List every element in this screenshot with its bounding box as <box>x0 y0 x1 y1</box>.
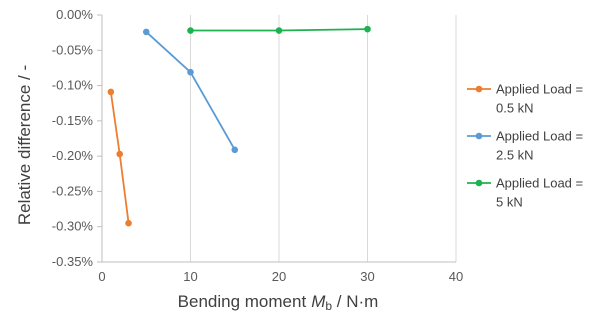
x-tick-labels: 0 10 20 30 40 <box>98 269 463 284</box>
legend-label-line: 5 kN <box>496 195 523 210</box>
x-tick-label: 20 <box>272 269 286 284</box>
data-point <box>125 219 132 227</box>
legend-label-line: Applied Load = <box>496 176 583 191</box>
y-tick-label: -0.35% <box>52 254 94 269</box>
legend-swatch-marker <box>475 179 483 187</box>
legend-item-3: Applied Load = 5 kN <box>467 176 583 210</box>
data-point <box>187 68 194 76</box>
series-2 <box>142 28 239 154</box>
legend-item-2: Applied Load = 2.5 kN <box>467 129 583 163</box>
series-group <box>107 25 371 227</box>
legend-label: Applied Load = 0.5 kN <box>496 82 583 116</box>
series-1 <box>107 88 132 227</box>
axes <box>97 14 456 263</box>
grid-lines <box>190 15 457 262</box>
legend-label-line: 2.5 kN <box>496 148 534 163</box>
x-tick-label: 10 <box>183 269 197 284</box>
data-point <box>364 25 371 33</box>
x-axis-label-symbol: M <box>311 292 326 311</box>
y-axis-label: Relative difference / - <box>15 65 34 225</box>
series-line <box>109 91 130 224</box>
data-point <box>142 28 150 36</box>
legend-item-1: Applied Load = 0.5 kN <box>467 82 583 116</box>
legend: Applied Load = 0.5 kN Applied Load = 2.5 kN… <box>467 82 583 210</box>
legend-label: Applied Load = 2.5 kN <box>496 129 583 163</box>
data-point <box>107 88 115 96</box>
x-axis-label-subscript: b <box>325 299 332 313</box>
data-point <box>231 146 239 154</box>
x-axis-label: Bending moment Mb / N·m <box>178 292 379 313</box>
legend-label-line: Applied Load = <box>496 129 583 144</box>
x-tick-label: 40 <box>449 269 463 284</box>
x-tick-label: 0 <box>98 269 105 284</box>
y-tick-label: -0.15% <box>52 113 94 128</box>
y-tick-label: -0.20% <box>52 148 94 163</box>
y-tick-labels: 0.00% -0.05% -0.10% -0.15% -0.20% -0.25% -0.30… <box>52 7 94 269</box>
y-tick-label: 0.00% <box>56 7 93 22</box>
series-3 <box>187 25 371 34</box>
x-tick-label: 30 <box>360 269 374 284</box>
data-point <box>116 150 123 158</box>
data-point <box>275 27 283 34</box>
y-tick-label: -0.30% <box>52 219 94 234</box>
legend-label-line: Applied Load = <box>496 82 583 97</box>
legend-label: Applied Load = 5 kN <box>496 176 583 210</box>
x-axis-label-unit: / N·m <box>332 292 378 311</box>
data-point <box>187 27 194 34</box>
legend-swatch-marker <box>475 132 483 140</box>
y-tick-label: -0.05% <box>52 42 94 57</box>
y-tick-label: -0.10% <box>52 78 94 93</box>
legend-swatch-marker <box>475 85 483 93</box>
x-axis-label-text: Bending moment <box>178 292 307 311</box>
legend-label-line: 0.5 kN <box>496 101 534 116</box>
y-tick-label: -0.25% <box>52 183 94 198</box>
